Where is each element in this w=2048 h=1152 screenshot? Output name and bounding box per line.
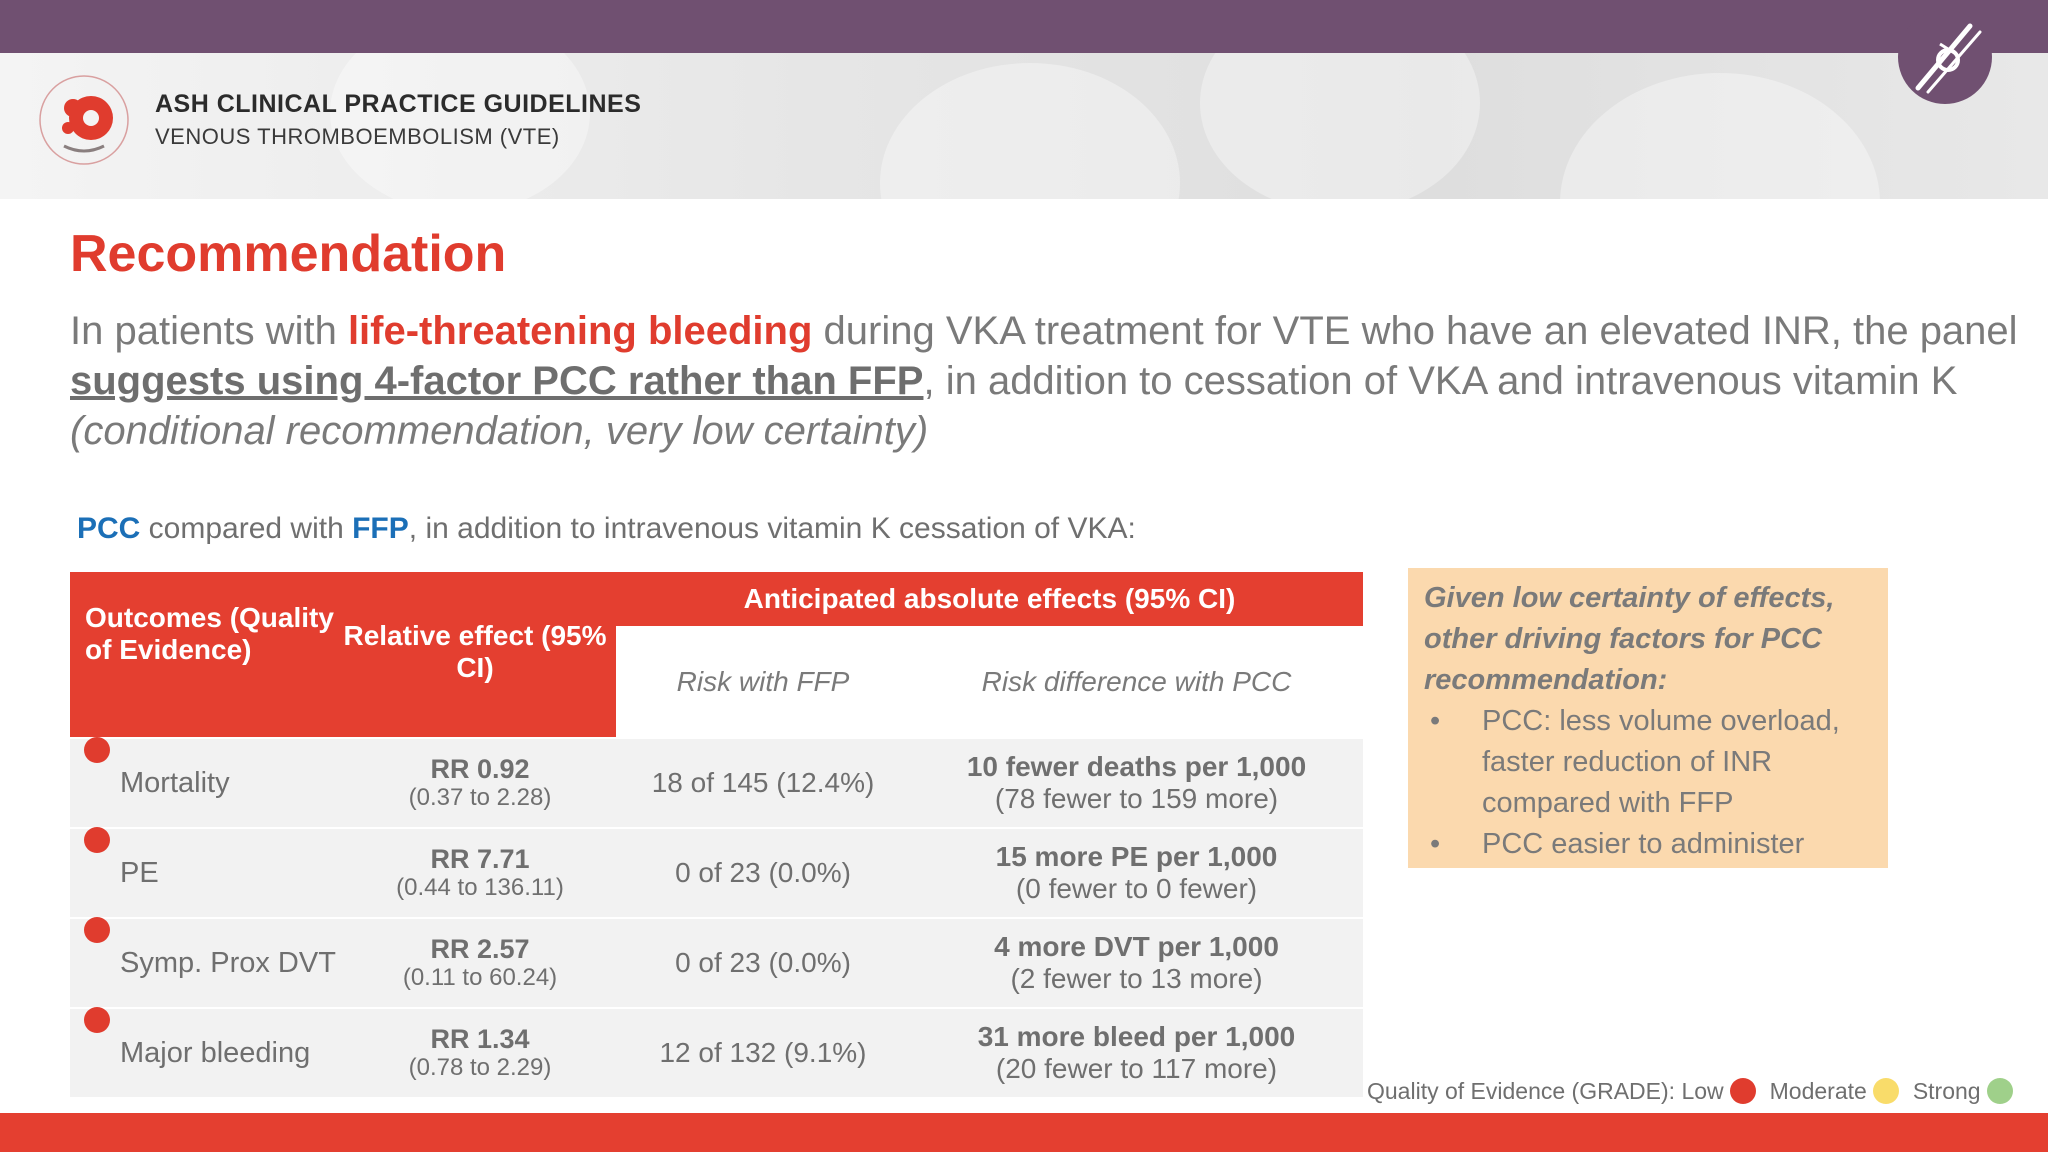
note-bullets: PCC: less volume overload, faster reduct… bbox=[1424, 701, 1872, 865]
header-relative-effect: Relative effect (95% CI) bbox=[343, 620, 607, 683]
risk-ffp: 0 of 23 (0.0%) bbox=[675, 857, 851, 888]
rec-strength: (conditional recommendation, very low ce… bbox=[70, 409, 929, 453]
diff-value: 15 more PE per 1,000 bbox=[995, 841, 1278, 872]
legend-dot-strong bbox=[1986, 1078, 2013, 1104]
relative-effect: RR 1.34 (0.78 to 2.29) bbox=[340, 1009, 620, 1097]
grade-legend: Quality of Evidence (GRADE): Low Moderat… bbox=[1367, 1073, 2013, 1109]
diff-value: 10 fewer deaths per 1,000 bbox=[966, 751, 1307, 782]
comparison-b: FFP bbox=[352, 512, 409, 545]
diff-value: 31 more bleed per 1,000 bbox=[977, 1021, 1296, 1052]
diff-range: (78 fewer to 159 more) bbox=[994, 783, 1279, 814]
relative-effect: RR 2.57 (0.11 to 60.24) bbox=[340, 919, 620, 1007]
note-title: Given low certainty of effects, other dr… bbox=[1424, 582, 1835, 696]
relative-effect: RR 7.71 (0.44 to 136.11) bbox=[340, 829, 620, 917]
table-row: PE RR 7.71 (0.44 to 136.11) 0 of 23 (0.0%… bbox=[70, 827, 1363, 917]
rec-text-part: during VKA treatment for VTE who have an… bbox=[812, 309, 2018, 353]
legend-strong: Strong bbox=[1912, 1077, 1981, 1104]
quality-dot-low bbox=[84, 1007, 110, 1033]
header-banner bbox=[0, 53, 2048, 199]
top-bar bbox=[0, 0, 2048, 53]
evidence-table: Outcomes (Quality of Evidence) Relative … bbox=[70, 572, 1363, 1097]
diff-range: (20 fewer to 117 more) bbox=[995, 1053, 1278, 1084]
rec-suggestion: suggests using 4-factor PCC rather than … bbox=[70, 359, 924, 403]
diff-range: (2 fewer to 13 more) bbox=[1010, 963, 1263, 994]
header-anticipated: Anticipated absolute effects (95% CI) bbox=[743, 583, 1236, 614]
header-outcomes: Outcomes (Quality of Evidence) bbox=[85, 602, 334, 665]
rec-highlight: life-threatening bleeding bbox=[347, 309, 813, 353]
recommendation-text: In patients with life-threatening bleedi… bbox=[70, 306, 2020, 456]
rr-ci: (0.37 to 2.28) bbox=[408, 784, 552, 811]
outcome: Symp. Prox DVT bbox=[120, 946, 336, 979]
legend-label: Quality of Evidence (GRADE): Low bbox=[1367, 1077, 1724, 1104]
blood-vessel-icon bbox=[1915, 23, 1982, 94]
header-title: ASH CLINICAL PRACTICE GUIDELINES bbox=[155, 90, 642, 118]
header-anticipated-cell: Anticipated absolute effects (95% CI) bbox=[616, 572, 1363, 626]
bottom-bar bbox=[0, 1113, 2048, 1152]
risk-difference: 15 more PE per 1,000 (0 fewer to 0 fewer) bbox=[910, 829, 1363, 917]
ash-logo bbox=[39, 75, 129, 165]
comparison-mid: compared with bbox=[140, 512, 353, 545]
outcome: PE bbox=[120, 856, 159, 889]
risk-difference: 31 more bleed per 1,000 (20 fewer to 117 … bbox=[910, 1009, 1363, 1097]
rr-value: RR 1.34 bbox=[430, 1024, 530, 1054]
legend-dot-low bbox=[1729, 1078, 1756, 1104]
header-outcomes-cell: Outcomes (Quality of Evidence) Relative … bbox=[70, 572, 616, 737]
diff-range: (0 fewer to 0 fewer) bbox=[1015, 873, 1258, 904]
note-bullet: PCC: less volume overload, faster reduct… bbox=[1424, 701, 1872, 824]
rr-ci: (0.44 to 136.11) bbox=[396, 874, 564, 901]
quality-dot-low bbox=[84, 917, 110, 943]
rr-ci: (0.78 to 2.29) bbox=[408, 1054, 552, 1081]
risk-ffp: 12 of 132 (9.1%) bbox=[659, 1037, 867, 1068]
legend-moderate: Moderate bbox=[1769, 1077, 1867, 1104]
comparison-rest: , in addition to intravenous vitamin K c… bbox=[408, 512, 1136, 545]
quality-dot-low bbox=[84, 737, 110, 763]
quality-dot-low bbox=[84, 827, 110, 853]
comparison-line: PCC compared with FFP, in addition to in… bbox=[77, 512, 1136, 546]
table-row: Mortality RR 0.92 (0.37 to 2.28) 18 of 14… bbox=[70, 737, 1363, 827]
risk-difference: 10 fewer deaths per 1,000 (78 fewer to 15… bbox=[910, 739, 1363, 827]
note-bullet: PCC easier to administer bbox=[1424, 824, 1872, 865]
badge bbox=[1898, 10, 1992, 104]
rr-value: RR 2.57 bbox=[430, 934, 530, 964]
header-risk-ffp: Risk with FFP bbox=[676, 666, 850, 697]
risk-ffp: 0 of 23 (0.0%) bbox=[675, 947, 851, 978]
diff-value: 4 more DVT per 1,000 bbox=[994, 931, 1279, 962]
driving-factors-note: Given low certainty of effects, other dr… bbox=[1408, 568, 1888, 868]
subheader-row: Risk with FFP Risk difference with PCC bbox=[616, 626, 1363, 737]
comparison-a: PCC bbox=[77, 512, 141, 545]
table-row: Major bleeding RR 1.34 (0.78 to 2.29) 12 … bbox=[70, 1007, 1363, 1097]
outcome: Mortality bbox=[120, 766, 230, 799]
legend-dot-moderate bbox=[1872, 1078, 1899, 1104]
header-risk-diff: Risk difference with PCC bbox=[981, 666, 1292, 697]
risk-difference: 4 more DVT per 1,000 (2 fewer to 13 more) bbox=[910, 919, 1363, 1007]
rr-value: RR 7.71 bbox=[430, 844, 530, 874]
rec-text-part: In patients with bbox=[70, 309, 348, 353]
relative-effect: RR 0.92 (0.37 to 2.28) bbox=[340, 739, 620, 827]
header-subtitle: VENOUS THROMBOEMBOLISM (VTE) bbox=[155, 124, 560, 149]
outcome: Major bleeding bbox=[120, 1036, 311, 1069]
table-row: Symp. Prox DVT RR 2.57 (0.11 to 60.24) 0 … bbox=[70, 917, 1363, 1007]
recommendation-title: Recommendation bbox=[70, 225, 507, 283]
rr-ci: (0.11 to 60.24) bbox=[402, 964, 558, 991]
rec-text-part: , in addition to cessation of VKA and in… bbox=[923, 359, 1958, 403]
risk-ffp: 18 of 145 (12.4%) bbox=[651, 767, 875, 798]
rr-value: RR 0.92 bbox=[430, 754, 530, 784]
